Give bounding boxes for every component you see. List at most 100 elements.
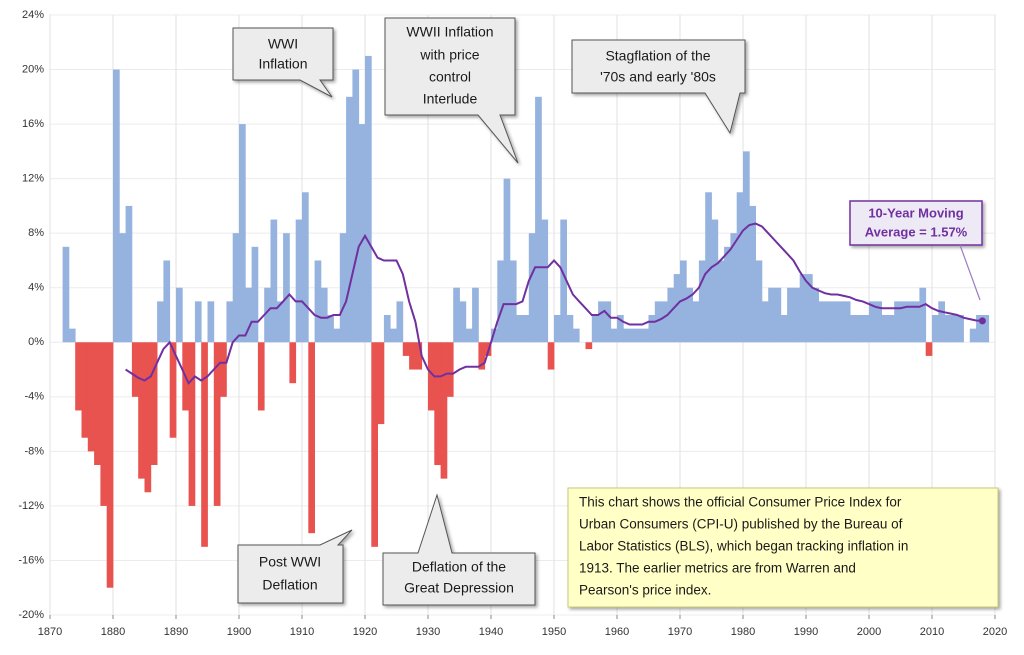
inflation-column xyxy=(75,342,82,411)
inflation-column xyxy=(932,315,939,343)
inflation-column xyxy=(188,342,196,506)
callout-shape xyxy=(384,17,519,164)
inflation-column xyxy=(547,342,555,370)
inflation-column xyxy=(163,260,171,343)
inflation-column xyxy=(251,246,259,343)
inflation-column xyxy=(610,328,618,343)
inflation-column xyxy=(698,260,706,343)
callout-shape xyxy=(237,529,353,604)
inflation-column xyxy=(289,342,297,384)
y-tick-label: 12% xyxy=(22,173,44,185)
inflation-column xyxy=(232,233,240,343)
inflation-column xyxy=(169,342,177,438)
inflation-column xyxy=(812,287,819,343)
inflation-column xyxy=(623,328,630,343)
y-tick-label: 16% xyxy=(22,118,44,130)
inflation-column xyxy=(856,315,864,343)
ma-pointer xyxy=(959,244,981,301)
info-text: Labor Statistics (BLS), which began trac… xyxy=(579,539,908,554)
inflation-column xyxy=(516,315,523,343)
inflation-column xyxy=(522,315,530,343)
inflation-column xyxy=(415,342,423,370)
y-tick-label: -20% xyxy=(18,609,44,621)
inflation-column xyxy=(346,96,353,343)
inflation-column xyxy=(138,342,145,479)
inflation-column xyxy=(680,260,687,343)
inflation-column xyxy=(755,260,763,343)
inflation-column xyxy=(761,301,769,343)
inflation-column xyxy=(314,260,322,343)
inflation-column xyxy=(194,301,202,343)
inflation-column xyxy=(131,342,139,397)
inflation-column xyxy=(818,301,826,343)
inflation-column xyxy=(226,301,234,343)
inflation-column xyxy=(925,342,933,356)
inflation-column xyxy=(919,287,927,343)
inflation-column xyxy=(604,301,612,343)
inflation-column xyxy=(824,301,832,343)
inflation-column xyxy=(862,315,870,343)
inflation-column xyxy=(339,233,347,343)
inflation-column xyxy=(465,328,473,343)
inflation-column xyxy=(711,219,719,343)
y-tick-label: -4% xyxy=(24,391,44,403)
info-box-shape xyxy=(567,487,999,608)
inflation-column xyxy=(333,328,341,343)
inflation-column xyxy=(705,192,712,343)
inflation-column xyxy=(906,301,914,343)
inflation-column xyxy=(302,192,309,343)
inflation-column xyxy=(843,301,851,343)
inflation-column xyxy=(528,233,536,343)
inflation-column xyxy=(478,342,486,370)
inflation-column xyxy=(976,315,983,343)
callout-text: Post WWI xyxy=(259,554,321,570)
callout-shape xyxy=(382,493,536,606)
callout-text: WWII Inflation xyxy=(406,24,493,40)
callout-text: '70s and early '80s xyxy=(600,69,716,85)
y-tick-label: -12% xyxy=(18,500,44,512)
inflation-column xyxy=(535,96,542,343)
inflation-column xyxy=(239,124,246,343)
inflation-column xyxy=(617,315,624,343)
inflation-column xyxy=(799,274,807,343)
callout-text: Deflation xyxy=(262,577,317,593)
inflation-column xyxy=(831,301,838,343)
inflation-column xyxy=(402,342,410,356)
callout-wwi xyxy=(232,27,334,98)
inflation-column xyxy=(94,342,101,465)
inflation-column xyxy=(957,315,964,343)
x-tick-label: 1920 xyxy=(353,626,377,638)
ma-label-box xyxy=(849,200,983,246)
inflation-column xyxy=(944,315,952,343)
inflation-column xyxy=(585,342,593,350)
inflation-column xyxy=(157,301,164,343)
inflation-column xyxy=(125,205,133,343)
callout-text: Inflation xyxy=(258,56,307,72)
inflation-column xyxy=(768,287,775,343)
callout-text: WWI xyxy=(268,36,298,52)
inflation-column xyxy=(207,301,215,343)
inflation-column xyxy=(150,342,158,465)
x-tick-label: 1940 xyxy=(479,626,503,638)
x-tick-label: 1970 xyxy=(668,626,692,638)
inflation-column xyxy=(667,287,675,343)
inflation-column xyxy=(365,55,372,343)
inflation-column xyxy=(654,301,662,343)
inflation-column xyxy=(106,342,114,588)
inflation-column xyxy=(717,260,725,343)
callout-text: Deflation of the xyxy=(412,559,506,575)
x-tick-label: 1930 xyxy=(416,626,440,638)
inflation-column xyxy=(591,315,599,343)
callout-post-wwi xyxy=(237,529,353,604)
inflation-column xyxy=(806,274,813,343)
inflation-column xyxy=(509,260,517,343)
x-tick-label: 2020 xyxy=(983,626,1007,638)
y-tick-label: -16% xyxy=(18,554,44,566)
x-tick-label: 1990 xyxy=(794,626,818,638)
inflation-column xyxy=(780,315,788,343)
inflation-column xyxy=(446,342,454,397)
callout-wwii xyxy=(384,17,519,164)
x-tick-label: 1960 xyxy=(605,626,629,638)
inflation-column xyxy=(383,315,391,343)
